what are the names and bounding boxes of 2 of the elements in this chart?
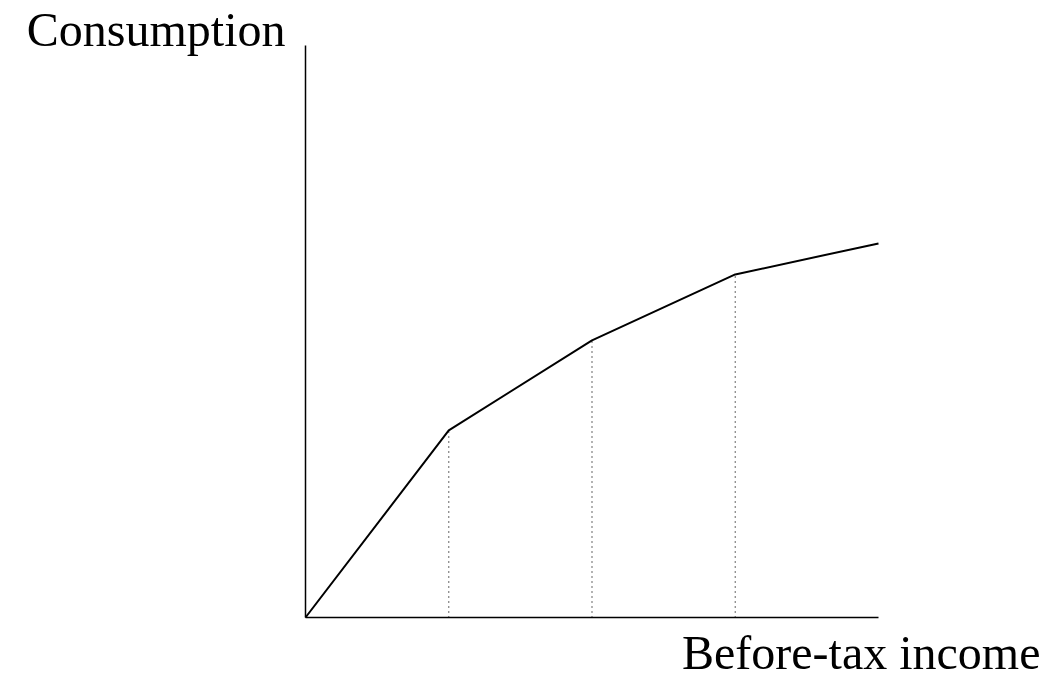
x-axis-title: Before-tax income bbox=[682, 625, 1041, 679]
y-axis-title: Consumption bbox=[26, 2, 286, 56]
